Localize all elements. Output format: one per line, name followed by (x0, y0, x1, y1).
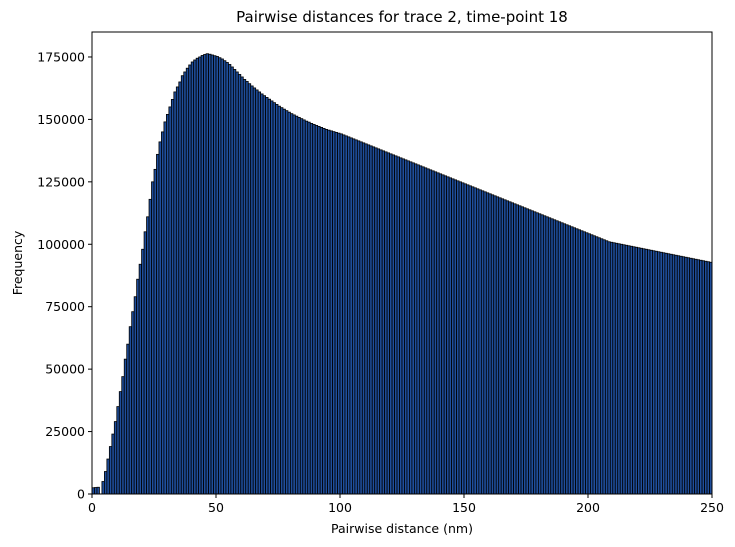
y-axis-ticks: 0 25000 50000 75000 100000 125000 150000 175000 (37, 49, 92, 501)
histogram-bar (97, 487, 99, 494)
y-tick-label: 175000 (37, 49, 85, 64)
y-tick-label: 100000 (37, 237, 85, 252)
y-tick-label: 0 (77, 487, 85, 502)
x-tick-label: 100 (328, 500, 352, 515)
x-tick-label: 150 (452, 500, 476, 515)
chart-title: Pairwise distances for trace 2, time-poi… (236, 8, 568, 26)
y-tick-label: 150000 (37, 112, 85, 127)
y-axis-label: Frequency (10, 230, 25, 295)
x-tick-label: 0 (88, 500, 96, 515)
y-tick-label: 50000 (45, 362, 85, 377)
y-tick-label: 25000 (45, 424, 85, 439)
y-tick-label: 75000 (45, 299, 85, 314)
x-axis-label: Pairwise distance (nm) (331, 521, 473, 536)
y-tick-label: 125000 (37, 174, 85, 189)
x-axis-ticks: 0 50 100 150 200 250 (88, 494, 724, 515)
x-tick-label: 250 (700, 500, 724, 515)
x-tick-label: 200 (576, 500, 600, 515)
x-tick-label: 50 (208, 500, 224, 515)
